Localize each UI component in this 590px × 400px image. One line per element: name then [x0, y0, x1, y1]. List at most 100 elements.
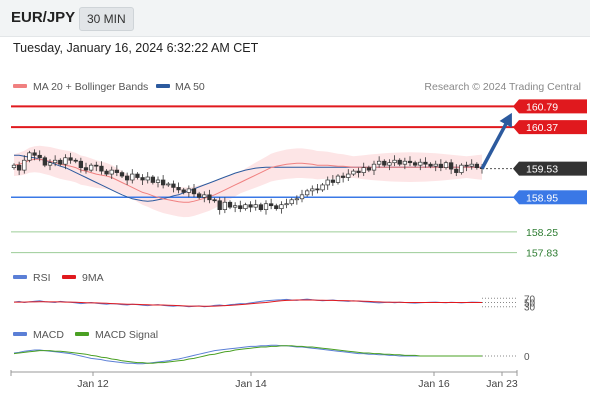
candle-body — [366, 167, 372, 171]
candle-body — [155, 179, 161, 183]
resistance-label: 160.79 — [526, 101, 558, 113]
candle-body — [58, 159, 63, 165]
candle-body — [428, 163, 433, 167]
candle-body — [315, 188, 320, 191]
candle-body — [83, 167, 89, 171]
candle-body — [78, 160, 84, 168]
timeframe-badge[interactable]: 30 MIN — [79, 7, 134, 31]
macd-legend-label: MACD — [33, 329, 64, 341]
resistance-label: 160.37 — [526, 122, 558, 134]
resistance-badge-pointer — [513, 120, 519, 135]
rsi-tick-label: 70 — [524, 294, 536, 305]
candle-body — [263, 203, 269, 210]
candle-body — [361, 167, 366, 173]
candle-body — [310, 188, 315, 192]
candle-body — [433, 163, 438, 167]
candle-body — [274, 205, 279, 210]
candle-body — [423, 161, 428, 165]
candle-body — [37, 154, 42, 159]
candle-body — [371, 163, 377, 171]
candle-body — [119, 172, 125, 177]
macd-signal-legend-label: MACD Signal — [95, 329, 158, 341]
research-credit: Research © 2024 Trading Central — [424, 81, 581, 93]
target-label: 158.25 — [526, 227, 558, 239]
candle-body — [94, 164, 99, 167]
candle-body — [227, 201, 233, 208]
candle-body — [181, 189, 186, 193]
support-badge — [519, 190, 587, 205]
candle-body — [330, 179, 336, 183]
candle-body — [392, 159, 397, 164]
candle-body — [469, 163, 474, 167]
ma20-legend-swatch — [13, 84, 27, 88]
candle-body — [346, 173, 351, 178]
macd-line — [13, 344, 482, 365]
candle-body — [325, 179, 330, 186]
candle-body — [407, 160, 413, 164]
candle-body — [459, 164, 464, 173]
rsi-ma-line — [14, 299, 482, 307]
candle-body — [464, 164, 469, 167]
candle-body — [88, 164, 94, 171]
time-axis-label: Jan 16 — [418, 378, 450, 390]
candle-body — [47, 162, 53, 166]
macd-signal-legend-swatch — [75, 332, 89, 336]
candle-body — [232, 205, 238, 208]
candle-body — [335, 175, 341, 183]
candle-body — [124, 175, 130, 181]
macd-signal-line — [13, 345, 482, 364]
candle-body — [22, 159, 27, 171]
candle-body — [166, 183, 171, 186]
candle-body — [320, 184, 325, 191]
rsi-tick-label: 50 — [524, 299, 536, 310]
candle-body — [16, 164, 22, 171]
candle-body — [438, 163, 444, 168]
candle-body — [284, 203, 289, 206]
candle-body — [191, 188, 197, 195]
candle-body — [289, 199, 294, 205]
candle-body — [238, 205, 243, 210]
chart-timestamp: Tuesday, January 16, 2024 6:32:22 AM CET — [13, 41, 259, 55]
macd-zero-label: 0 — [524, 352, 530, 363]
candle-body — [294, 198, 300, 201]
candle-body — [196, 193, 202, 198]
ma50-legend-swatch — [156, 84, 170, 88]
chart-header: EUR/JPY 30 MIN — [0, 0, 590, 37]
candle-body — [135, 173, 140, 178]
candle-body — [32, 152, 37, 156]
candle-body — [150, 176, 156, 183]
candle-body — [340, 175, 346, 178]
candle-body — [412, 162, 418, 166]
rsi-legend-swatch — [13, 275, 27, 279]
candle-body — [42, 157, 48, 166]
last-price-label: 159.53 — [526, 164, 558, 176]
candle-body — [387, 162, 392, 166]
candle-body — [207, 194, 212, 201]
candle-body — [443, 162, 449, 168]
candle-body — [248, 204, 253, 208]
candle-body — [140, 177, 145, 181]
time-axis-label: Jan 14 — [235, 378, 267, 390]
ma20-line — [13, 158, 482, 203]
support-label: 158.95 — [526, 192, 558, 204]
candle-body — [382, 160, 387, 166]
last-price-badge-pointer — [513, 161, 519, 176]
candle-body — [186, 188, 192, 193]
ma50-legend-label: MA 50 — [175, 81, 205, 93]
candle-body — [243, 204, 248, 210]
candle-body — [27, 152, 32, 161]
bollinger-band — [14, 145, 482, 218]
candle-body — [99, 165, 104, 172]
time-axis-label: Jan 23 — [486, 378, 518, 390]
candle-body — [279, 204, 284, 210]
candle-body — [11, 164, 17, 168]
rsi-legend-label: RSI — [33, 272, 51, 284]
target-label: 157.83 — [526, 248, 558, 260]
resistance-badge — [519, 120, 587, 135]
candle-body — [253, 204, 258, 208]
candle-body — [448, 162, 454, 170]
candle-body — [268, 203, 274, 207]
ma20-legend-label: MA 20 + Bollinger Bands — [33, 81, 148, 93]
candle-body — [176, 187, 181, 191]
